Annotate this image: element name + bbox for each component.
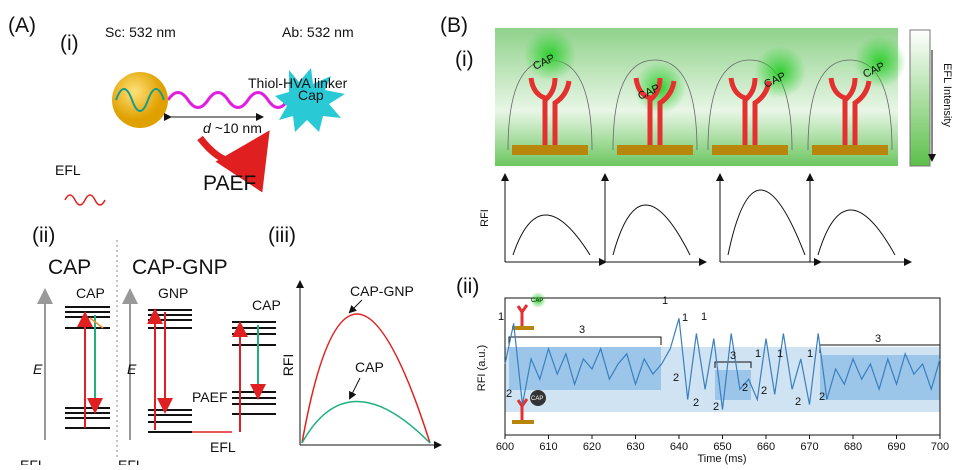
excitation-wave: [65, 195, 105, 205]
annotation: 2: [506, 388, 512, 400]
annotation: 1: [682, 312, 688, 324]
x-tick-label: 600: [496, 441, 514, 453]
icon-label: CAP: [531, 396, 543, 402]
annotation: 3: [579, 324, 585, 336]
electrode: [712, 145, 788, 155]
linker-label: Thiol-HVA linker: [248, 75, 348, 91]
absorption-label: Ab: 532 nm: [282, 24, 354, 40]
subpanel-label: (i): [60, 32, 79, 55]
figure: (A) (i) Sc: 532 nm Ab: 532 nm Cap Thiol-…: [0, 0, 953, 465]
subpanel-label: (iii): [268, 224, 296, 247]
annotation: 2: [713, 401, 719, 413]
level-label: CAP: [252, 297, 281, 313]
excitation-label: EFL: [118, 457, 144, 465]
annotation: 1: [807, 348, 813, 360]
axis-label: Time (ms): [697, 453, 746, 465]
rfi-curve: [613, 205, 690, 255]
electrode: [512, 145, 588, 155]
distance-label: d~10 nm: [203, 120, 262, 136]
curve: [302, 314, 430, 443]
axes: [810, 175, 910, 262]
enhancement-arrow: [200, 138, 262, 162]
scattering-label: Sc: 532 nm: [105, 24, 176, 40]
level-label: CAP: [76, 285, 105, 301]
x-tick-label: 690: [887, 441, 905, 453]
x-tick-label: 700: [931, 441, 949, 453]
panel-label: (B): [440, 14, 468, 37]
x-tick-label: 620: [583, 441, 601, 453]
annotation: 2: [795, 396, 801, 408]
x-tick-label: 660: [757, 441, 775, 453]
axis-label: RFI (a.u.): [476, 345, 488, 391]
title: CAP-GNP: [132, 256, 228, 279]
energy-label: E: [127, 361, 137, 377]
subpanel-label: (i): [455, 48, 474, 71]
enhancement-label: PAEF: [203, 172, 256, 195]
annotation: 3: [730, 350, 736, 362]
panel-label: (A): [8, 14, 36, 37]
levels: [65, 307, 276, 432]
x-tick-label: 610: [539, 441, 557, 453]
title: CAP: [48, 256, 91, 279]
curve-label: CAP-GNP: [350, 283, 414, 299]
annotation: 2: [693, 397, 699, 409]
annotation: 1: [777, 348, 783, 360]
curve-label: CAP: [355, 359, 384, 375]
level-label: GNP: [158, 285, 188, 301]
panel-a-i: (A) (i) Sc: 532 nm Ab: 532 nm Cap Thiol-…: [8, 14, 354, 205]
rfi-curve: [728, 190, 805, 255]
axes: [505, 175, 605, 262]
x-tick-label: 670: [800, 441, 818, 453]
axes: [720, 175, 820, 262]
annotation: 1: [701, 311, 707, 323]
annotation: 2: [819, 391, 825, 403]
excitation-label: EFL: [20, 457, 46, 465]
decoration: [350, 300, 362, 312]
x-tick-label: 650: [713, 441, 731, 453]
annotation: 1: [755, 348, 761, 360]
annotation: 3: [875, 333, 881, 345]
colorbar: [910, 30, 930, 166]
x-tick-label: 630: [626, 441, 644, 453]
x-tick-label: 640: [670, 441, 688, 453]
rfi-curve: [513, 215, 590, 255]
energy-label: E: [33, 361, 43, 377]
linker: [168, 93, 288, 108]
axes: [605, 175, 705, 262]
distance-value: ~10 nm: [215, 120, 262, 136]
subpanel-label: (ii): [456, 275, 479, 298]
decoration: [512, 326, 534, 330]
colorbar-label: EFL Intensity: [941, 63, 953, 127]
electrode: [812, 145, 888, 155]
icon-label: CAP: [531, 298, 543, 304]
x-tick-label: 680: [844, 441, 862, 453]
annotation: 2: [742, 382, 748, 394]
curve: [302, 402, 430, 444]
annotation: 1: [662, 295, 668, 307]
decoration: [820, 355, 940, 400]
annotation: 1: [498, 311, 504, 323]
gold-nanoparticle: [112, 72, 168, 128]
panel-a-iii: (iii) RFI CAP-GNP CAP: [268, 224, 440, 445]
subpanel-label: (ii): [32, 224, 55, 247]
panel-a-ii: (ii) CAP CAP-GNP E CAP E GNP CAP PAEF EF…: [20, 224, 281, 465]
excitation-label: EFL: [210, 439, 236, 455]
excitation-label: EFL: [55, 162, 81, 178]
transfer-label: PAEF: [192, 389, 228, 405]
panel-b-ii: (ii) RFI (a.u.) Time (ms) CAP CAP 600 610…: [456, 275, 949, 465]
annotation: 2: [673, 372, 679, 384]
decoration: [509, 347, 661, 390]
axis-label: RFI: [479, 209, 491, 227]
decoration: [90, 318, 103, 328]
rfi-curve: [818, 210, 895, 255]
distance-var: d: [203, 120, 212, 136]
decoration: [512, 420, 534, 424]
annotation: 2: [761, 385, 767, 397]
electrode: [617, 145, 693, 155]
decoration: [350, 378, 360, 398]
decoration: [518, 305, 527, 326]
axis-label: RFI: [280, 354, 296, 377]
